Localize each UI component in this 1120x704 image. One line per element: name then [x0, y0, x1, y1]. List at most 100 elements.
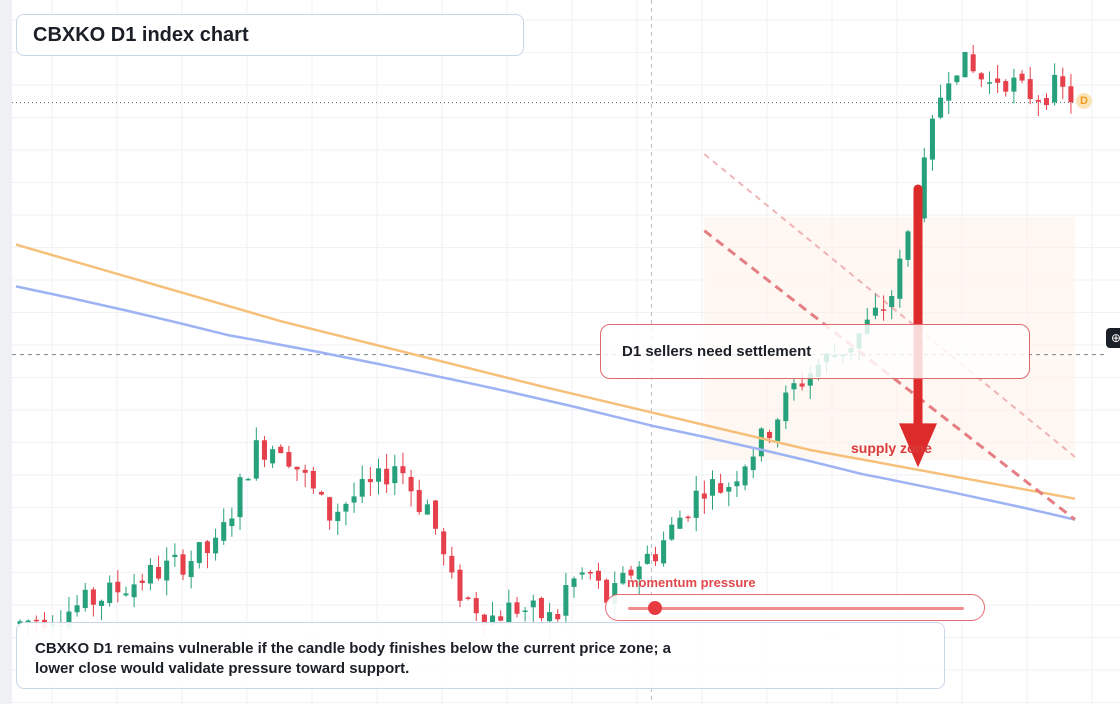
candle: [261, 435, 267, 468]
candle: [188, 550, 194, 589]
candle-body: [367, 479, 373, 483]
candle-body: [938, 97, 944, 118]
candle-body: [799, 383, 805, 387]
candle-body: [213, 537, 219, 554]
candle-body: [204, 541, 210, 554]
candle-body: [359, 479, 365, 497]
candle-body: [946, 83, 952, 101]
candle: [905, 229, 911, 267]
candle-body: [327, 497, 333, 521]
candle-body: [82, 589, 88, 609]
candle-body: [636, 566, 642, 580]
candle: [1068, 73, 1074, 114]
resistance-trendline-upper: [703, 153, 1076, 458]
candle-body: [123, 593, 129, 596]
candle: [335, 503, 341, 535]
candle-body: [1003, 81, 1009, 92]
crosshair-plus-icon[interactable]: ⊕: [1106, 328, 1120, 348]
candle: [416, 479, 422, 515]
momentum-slider[interactable]: [605, 594, 985, 621]
candle-body: [253, 440, 259, 479]
candle-body: [677, 517, 683, 529]
candle-body: [261, 440, 267, 460]
candle: [82, 583, 88, 612]
momentum-label: momentum pressure: [627, 575, 756, 590]
momentum-knob[interactable]: [647, 601, 662, 615]
candle-body: [302, 469, 308, 473]
candle: [881, 295, 887, 321]
candle: [213, 528, 219, 561]
candle: [473, 591, 479, 622]
candle: [620, 566, 626, 585]
moving-average-blue: [15, 285, 1076, 521]
candle-body: [449, 555, 455, 573]
candle-body: [229, 518, 235, 527]
moving-average-orange: [15, 243, 1076, 500]
candle-body: [701, 493, 707, 499]
candle: [196, 541, 202, 569]
candle: [74, 595, 80, 617]
candle-body: [628, 569, 634, 576]
candle: [400, 452, 406, 485]
candle-body: [164, 560, 170, 581]
candle-body: [180, 554, 186, 575]
candle: [897, 249, 903, 308]
momentum-track: [628, 607, 964, 610]
candle-body: [90, 589, 96, 605]
candle: [115, 570, 121, 603]
candle: [693, 476, 699, 532]
candle: [734, 470, 740, 498]
candle: [1003, 79, 1009, 97]
candle-body: [1027, 79, 1033, 99]
candle-body: [310, 470, 316, 489]
candle-body: [107, 582, 113, 604]
candle: [742, 464, 748, 491]
candle-body: [294, 466, 300, 470]
candle-body: [343, 503, 349, 512]
candle: [351, 482, 357, 513]
candle-body: [604, 579, 610, 603]
candle: [318, 490, 325, 496]
candle-body: [465, 597, 471, 599]
candle-body: [661, 540, 667, 564]
candle-body: [742, 466, 748, 486]
candle: [1035, 95, 1041, 116]
candle-body: [783, 392, 789, 422]
chart-title: CBXKO D1 index chart: [16, 14, 524, 56]
candle-body: [74, 605, 80, 613]
sellers-callout: D1 sellers need settlement: [600, 324, 1030, 379]
candle: [278, 444, 284, 454]
candle-body: [245, 478, 251, 481]
candle-body: [147, 565, 153, 584]
candle-body: [612, 583, 618, 604]
candle-body: [424, 504, 430, 515]
candle-body: [954, 75, 960, 83]
price-marker-badge: D: [1076, 93, 1092, 109]
candle: [636, 561, 642, 595]
candle-body: [351, 496, 357, 503]
candle: [384, 453, 390, 493]
candle: [441, 527, 447, 566]
candle: [587, 570, 593, 580]
supply-zone-label: supply zone: [851, 440, 932, 456]
candle-body: [791, 383, 797, 390]
candle: [286, 445, 292, 469]
candle-body: [595, 570, 601, 581]
candle: [652, 546, 658, 566]
candle-body: [750, 456, 756, 471]
candle-body: [995, 78, 1001, 83]
candle-body: [506, 602, 512, 624]
candle-body: [1035, 99, 1041, 102]
candle-body: [433, 500, 439, 529]
analysis-note-text: CBXKO D1 remains vulnerable if the candl…: [35, 640, 671, 677]
candle: [180, 549, 186, 581]
candle: [270, 445, 276, 468]
candle-body: [758, 428, 764, 457]
candle-body: [33, 619, 39, 622]
candle: [726, 482, 732, 507]
candle-body: [270, 449, 276, 464]
candle-body: [318, 491, 325, 495]
candle: [164, 547, 170, 596]
candle: [139, 573, 145, 591]
candle-body: [237, 477, 243, 518]
